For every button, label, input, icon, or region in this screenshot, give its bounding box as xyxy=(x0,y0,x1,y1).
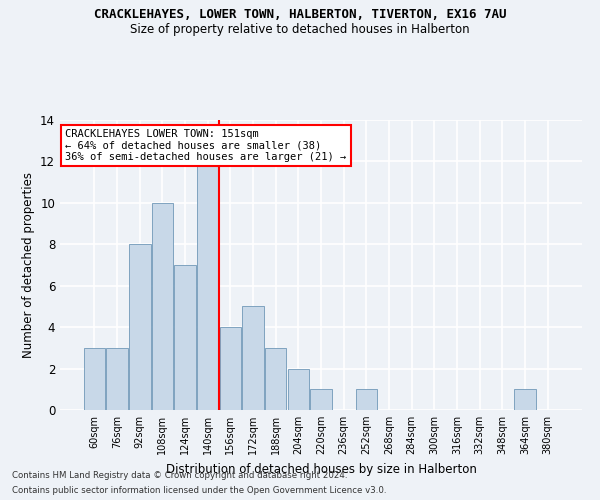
Bar xyxy=(106,348,128,410)
Bar xyxy=(514,390,536,410)
X-axis label: Distribution of detached houses by size in Halberton: Distribution of detached houses by size … xyxy=(166,462,476,475)
Bar xyxy=(197,162,218,410)
Y-axis label: Number of detached properties: Number of detached properties xyxy=(22,172,35,358)
Bar xyxy=(287,368,309,410)
Bar xyxy=(129,244,151,410)
Bar xyxy=(356,390,377,410)
Bar xyxy=(152,203,173,410)
Bar xyxy=(310,390,332,410)
Bar xyxy=(84,348,105,410)
Text: CRACKLEHAYES, LOWER TOWN, HALBERTON, TIVERTON, EX16 7AU: CRACKLEHAYES, LOWER TOWN, HALBERTON, TIV… xyxy=(94,8,506,20)
Bar xyxy=(265,348,286,410)
Text: CRACKLEHAYES LOWER TOWN: 151sqm
← 64% of detached houses are smaller (38)
36% of: CRACKLEHAYES LOWER TOWN: 151sqm ← 64% of… xyxy=(65,128,346,162)
Bar xyxy=(242,306,264,410)
Text: Contains HM Land Registry data © Crown copyright and database right 2024.: Contains HM Land Registry data © Crown c… xyxy=(12,471,347,480)
Bar xyxy=(220,327,241,410)
Bar xyxy=(175,265,196,410)
Text: Contains public sector information licensed under the Open Government Licence v3: Contains public sector information licen… xyxy=(12,486,386,495)
Text: Size of property relative to detached houses in Halberton: Size of property relative to detached ho… xyxy=(130,22,470,36)
